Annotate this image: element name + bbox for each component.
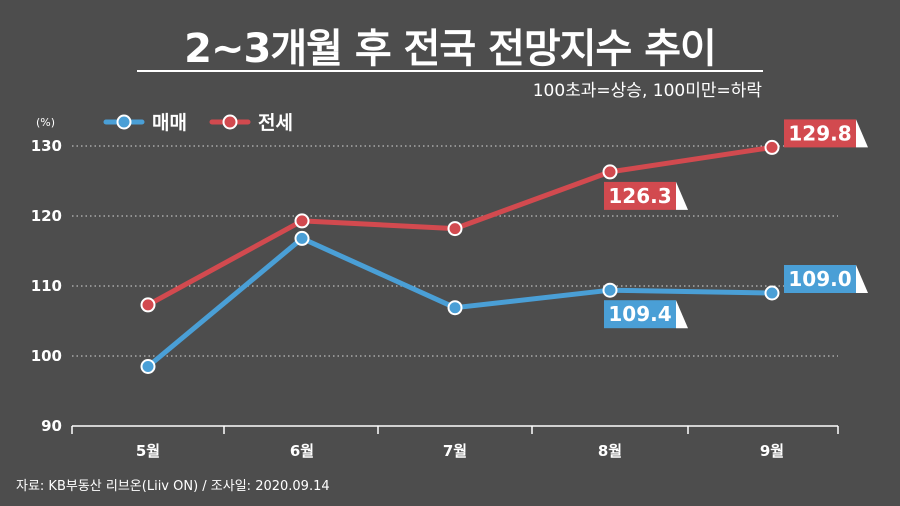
x-tick-label: 7월 bbox=[443, 442, 467, 460]
legend-label: 전세 bbox=[258, 112, 293, 134]
data-point bbox=[764, 139, 780, 155]
callout-box bbox=[604, 181, 676, 210]
legend-swatch-marker bbox=[116, 114, 132, 130]
x-tick-label: 6월 bbox=[290, 442, 314, 460]
callout-tab bbox=[856, 119, 868, 148]
title-underline bbox=[137, 70, 763, 72]
y-tick-label: 100 bbox=[31, 347, 62, 365]
data-point bbox=[447, 221, 463, 237]
chart-subtitle: 100초과=상승, 100미만=하락 bbox=[532, 81, 762, 101]
source-note: 자료: KB부동산 리브온(Liiv ON) / 조사일: 2020.09.14 bbox=[16, 479, 330, 494]
data-callout: 109.0 bbox=[784, 265, 868, 293]
data-point bbox=[764, 285, 780, 301]
data-callout: 129.8 bbox=[784, 119, 868, 148]
data-point bbox=[602, 282, 618, 298]
data-point bbox=[447, 300, 463, 316]
y-tick-label: 90 bbox=[41, 417, 62, 435]
legend-swatch-marker bbox=[222, 114, 238, 130]
data-point bbox=[140, 359, 156, 374]
y-axis-unit: (%) bbox=[36, 116, 55, 129]
callout-box bbox=[784, 265, 856, 293]
data-point bbox=[140, 297, 156, 313]
data-point bbox=[294, 213, 310, 229]
callout-box bbox=[784, 119, 856, 148]
callout-tab bbox=[676, 300, 688, 329]
callout-box bbox=[604, 300, 676, 329]
data-callout: 126.3 bbox=[604, 181, 688, 210]
data-point bbox=[294, 230, 310, 246]
data-label: 129.8 bbox=[788, 121, 851, 145]
data-label: 126.3 bbox=[608, 184, 671, 208]
data-label: 109.0 bbox=[788, 267, 851, 291]
y-tick-label: 130 bbox=[31, 137, 62, 155]
y-tick-label: 110 bbox=[31, 277, 62, 295]
legend-label: 매매 bbox=[152, 112, 187, 134]
chart-title: 2~3개월 후 전국 전망지수 추이 bbox=[184, 26, 717, 72]
callout-tab bbox=[676, 181, 688, 210]
x-tick-label: 9월 bbox=[760, 442, 784, 460]
callout-tab bbox=[856, 265, 868, 293]
data-point bbox=[602, 164, 618, 180]
data-callout: 109.4 bbox=[604, 300, 688, 329]
y-tick-label: 120 bbox=[31, 207, 62, 225]
data-label: 109.4 bbox=[608, 302, 671, 326]
x-tick-label: 8월 bbox=[598, 442, 622, 460]
x-tick-label: 5월 bbox=[136, 442, 160, 460]
